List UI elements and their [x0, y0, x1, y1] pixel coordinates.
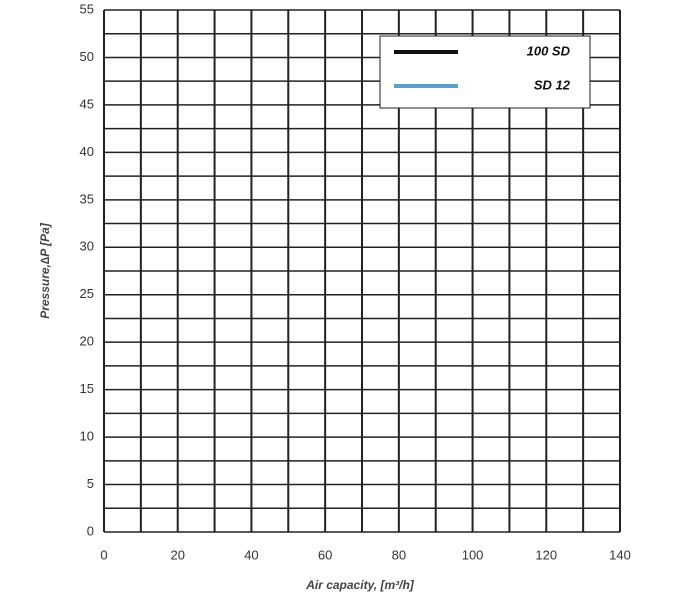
- y-tick-label: 30: [80, 239, 94, 254]
- x-tick-label: 40: [244, 547, 258, 562]
- y-tick-label: 5: [87, 476, 94, 491]
- y-axis-title: Pressure,∆P [Pa]: [38, 222, 52, 319]
- legend-box: [379, 35, 591, 109]
- y-tick-label: 40: [80, 144, 94, 159]
- x-tick-label: 80: [392, 547, 406, 562]
- legend-label: SD 12: [534, 77, 571, 92]
- y-tick-label: 25: [80, 286, 94, 301]
- x-tick-label: 140: [609, 547, 631, 562]
- y-tick-label: 55: [80, 1, 94, 16]
- x-tick-label: 100: [462, 547, 484, 562]
- x-tick-label: 120: [535, 547, 557, 562]
- legend-label: 100 SD: [527, 43, 571, 58]
- x-tick-label: 20: [170, 547, 184, 562]
- x-axis-title: Air capacity, [m³/h]: [305, 578, 415, 592]
- y-tick-label: 15: [80, 381, 94, 396]
- y-tick-label: 45: [80, 96, 94, 111]
- x-tick-label: 60: [318, 547, 332, 562]
- y-tick-label: 50: [80, 49, 94, 64]
- y-tick-label: 10: [80, 429, 94, 444]
- x-tick-label: 0: [100, 547, 107, 562]
- y-tick-label: 35: [80, 191, 94, 206]
- y-tick-label: 0: [87, 523, 94, 538]
- y-tick-label: 20: [80, 334, 94, 349]
